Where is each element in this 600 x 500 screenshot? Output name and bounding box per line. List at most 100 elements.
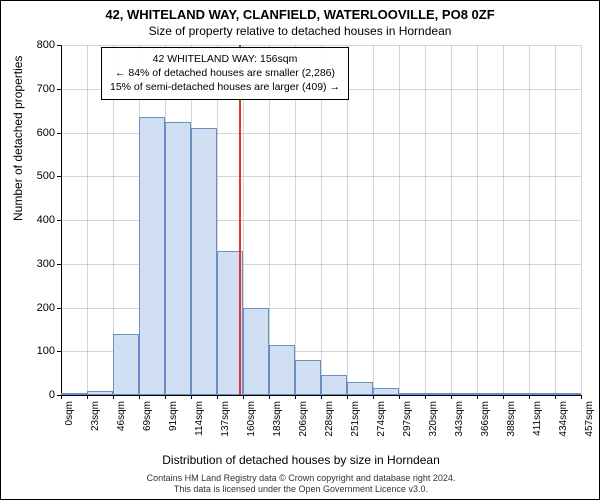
x-tick [269,395,270,399]
gridline-v [451,45,452,395]
x-tick-label: 183sqm [272,401,283,437]
histogram-bar [373,388,399,395]
y-tick-label: 0 [49,389,55,401]
x-tick-label: 388sqm [506,401,517,437]
y-tick [57,176,61,177]
histogram-bar [139,117,165,395]
x-tick [555,395,556,399]
histogram-bar [269,345,295,395]
x-tick-label: 46sqm [116,401,127,431]
histogram-bar [191,128,217,395]
chart-container: 42, WHITELAND WAY, CLANFIELD, WATERLOOVI… [0,0,600,500]
y-tick [57,220,61,221]
x-tick-label: 69sqm [142,401,153,431]
x-tick [139,395,140,399]
x-tick-label: 411sqm [532,401,543,436]
gridline-v [425,45,426,395]
y-tick-label: 300 [37,258,55,270]
histogram-bar [399,393,425,395]
y-tick-label: 600 [37,127,55,139]
x-tick-label: 23sqm [90,401,101,431]
x-tick-label: 114sqm [194,401,205,436]
plot-area: 01002003004005006007008000sqm23sqm46sqm6… [61,45,581,405]
x-tick [87,395,88,399]
x-tick-label: 0sqm [64,401,75,425]
x-tick [477,395,478,399]
histogram-bar [61,393,87,395]
y-tick [57,264,61,265]
x-tick-label: 137sqm [220,401,231,437]
info-box-line3: 15% of semi-detached houses are larger (… [110,80,340,94]
x-tick [581,395,582,399]
y-tick-label: 100 [37,345,55,357]
x-tick-label: 91sqm [168,401,179,431]
x-tick-label: 457sqm [584,401,595,437]
histogram-bar [87,391,113,395]
x-tick [503,395,504,399]
footer-attribution: Contains HM Land Registry data © Crown c… [1,473,600,495]
x-tick-label: 228sqm [324,401,335,437]
x-tick-label: 274sqm [376,401,387,437]
y-tick [57,133,61,134]
footer-line-2: This data is licensed under the Open Gov… [1,484,600,495]
histogram-bar [451,393,477,395]
x-tick [425,395,426,399]
gridline-v [477,45,478,395]
gridline-v [87,45,88,395]
histogram-bar [295,360,321,395]
x-tick [347,395,348,399]
x-tick-label: 366sqm [480,401,491,437]
footer-line-1: Contains HM Land Registry data © Crown c… [1,473,600,484]
info-box: 42 WHITELAND WAY: 156sqm← 84% of detache… [101,47,349,100]
x-tick-label: 251sqm [350,401,361,437]
x-tick-label: 297sqm [402,401,413,437]
gridline-v [529,45,530,395]
y-tick [57,89,61,90]
x-tick [321,395,322,399]
info-box-line1: 42 WHITELAND WAY: 156sqm [110,52,340,66]
x-tick-label: 206sqm [298,401,309,437]
x-tick [165,395,166,399]
gridline-v [581,45,582,395]
gridline-v [399,45,400,395]
histogram-bar [165,122,191,395]
x-tick [399,395,400,399]
gridline-v [555,45,556,395]
x-tick [113,395,114,399]
x-axis-label: Distribution of detached houses by size … [1,453,600,467]
subtitle: Size of property relative to detached ho… [1,22,599,38]
histogram-bar [243,308,269,396]
y-tick [57,351,61,352]
address-title: 42, WHITELAND WAY, CLANFIELD, WATERLOOVI… [1,1,599,22]
y-tick-label: 800 [37,39,55,51]
x-tick [295,395,296,399]
histogram-bar [425,393,451,395]
gridline-v [373,45,374,395]
x-tick [217,395,218,399]
y-tick-label: 700 [37,83,55,95]
x-tick [61,395,62,399]
y-tick-label: 200 [37,302,55,314]
histogram-bar [113,334,139,395]
histogram-bar [503,393,529,395]
x-tick [451,395,452,399]
x-tick-label: 160sqm [246,401,257,437]
histogram-bar [321,375,347,395]
y-tick [57,45,61,46]
y-axis-label: Number of detached properties [11,56,25,221]
x-tick [373,395,374,399]
histogram-bar [555,393,581,395]
x-tick [191,395,192,399]
y-tick-label: 500 [37,170,55,182]
y-tick [57,308,61,309]
x-tick-label: 343sqm [454,401,465,437]
x-tick [529,395,530,399]
gridline-v [503,45,504,395]
x-tick-label: 320sqm [428,401,439,437]
histogram-bar [529,393,555,395]
histogram-bar [477,393,503,395]
info-box-line2: ← 84% of detached houses are smaller (2,… [110,66,340,80]
histogram-bar [347,382,373,395]
x-tick [243,395,244,399]
y-tick-label: 400 [37,214,55,226]
